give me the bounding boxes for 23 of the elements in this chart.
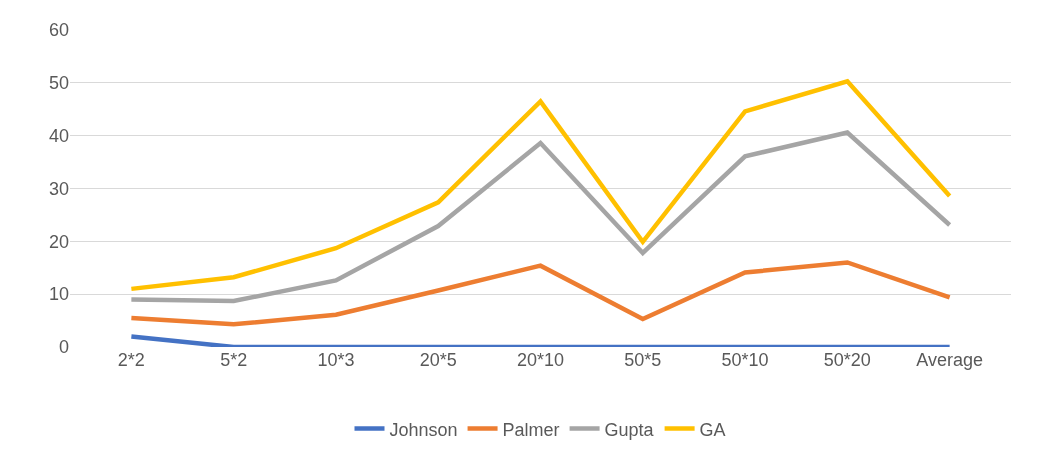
line-series: [129, 260, 952, 327]
legend-label: GA: [699, 419, 726, 440]
y-tick-label: 10: [48, 284, 69, 305]
legend-label: Palmer: [502, 419, 560, 440]
x-tick-label: 5*2: [220, 350, 248, 370]
x-tick-label: 50*20: [823, 350, 871, 370]
legend-label: Johnson: [389, 419, 458, 440]
x-tick-label: 20*5: [419, 350, 457, 370]
legend-label: Gupta: [604, 419, 655, 440]
y-tick-label: 0: [58, 337, 69, 358]
x-tick-label: 2*2: [117, 350, 145, 370]
y-tick-label: 20: [48, 231, 69, 252]
line-series: [129, 79, 952, 292]
x-tick-label: 20*10: [516, 350, 565, 370]
y-tick-label: 50: [48, 73, 69, 94]
y-tick-label: 40: [48, 125, 69, 146]
x-tick-label: 10*3: [317, 350, 355, 370]
y-tick-label: 60: [48, 20, 69, 41]
x-tick-label: Average: [916, 350, 983, 370]
line-series: [129, 130, 952, 304]
x-tick-label: 50*5: [624, 350, 662, 370]
y-tick-label: 30: [48, 178, 69, 199]
x-tick-label: 50*10: [721, 350, 769, 370]
